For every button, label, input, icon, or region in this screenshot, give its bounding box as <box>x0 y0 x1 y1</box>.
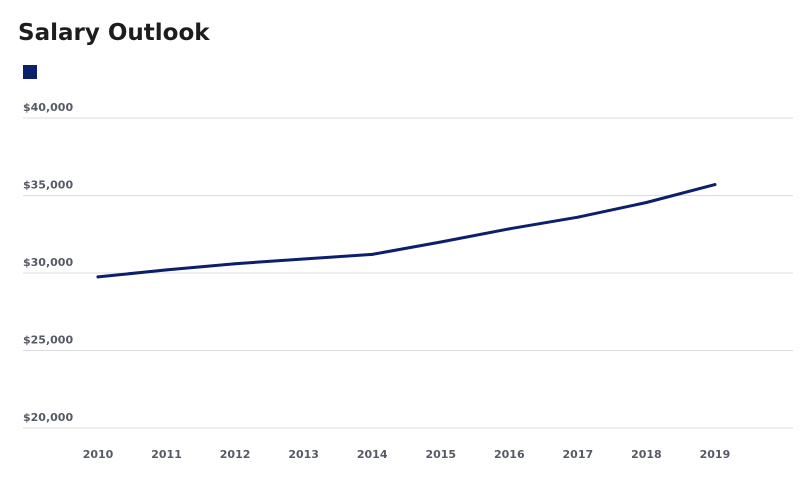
data-point[interactable] <box>713 183 717 187</box>
gridlines <box>23 117 793 429</box>
y-tick-label: $30,000 <box>23 256 73 269</box>
x-tick-label: 2018 <box>631 448 662 461</box>
y-tick-label: $40,000 <box>23 101 73 114</box>
x-tick-label: 2010 <box>83 448 114 461</box>
y-tick-label: $35,000 <box>23 179 73 192</box>
y-tick-label: $25,000 <box>23 334 73 347</box>
y-axis-labels: $20,000 $25,000 $30,000 $35,000 $40,000 <box>23 101 73 424</box>
data-point[interactable] <box>96 275 100 279</box>
x-tick-label: 2011 <box>151 448 182 461</box>
x-tick-label: 2012 <box>220 448 251 461</box>
x-tick-label: 2013 <box>288 448 319 461</box>
x-tick-label: 2015 <box>425 448 456 461</box>
data-point[interactable] <box>302 257 306 261</box>
x-tick-label: 2019 <box>700 448 731 461</box>
x-axis-labels: 2010 2011 2012 2013 2014 2015 2016 2017 2018 2019 <box>83 448 731 461</box>
series-line <box>96 183 717 279</box>
x-tick-label: 2014 <box>357 448 388 461</box>
data-point[interactable] <box>233 262 237 266</box>
data-point[interactable] <box>165 268 169 272</box>
data-point[interactable] <box>439 240 443 244</box>
x-tick-label: 2016 <box>494 448 525 461</box>
data-point[interactable] <box>576 215 580 219</box>
data-point[interactable] <box>507 227 511 231</box>
data-point[interactable] <box>644 200 648 204</box>
chart-title: Salary Outlook <box>18 20 210 46</box>
y-tick-label: $20,000 <box>23 411 73 424</box>
x-tick-label: 2017 <box>563 448 594 461</box>
series-lines <box>96 183 717 279</box>
legend <box>23 65 43 79</box>
data-point[interactable] <box>370 252 374 256</box>
legend-swatch <box>23 65 37 79</box>
